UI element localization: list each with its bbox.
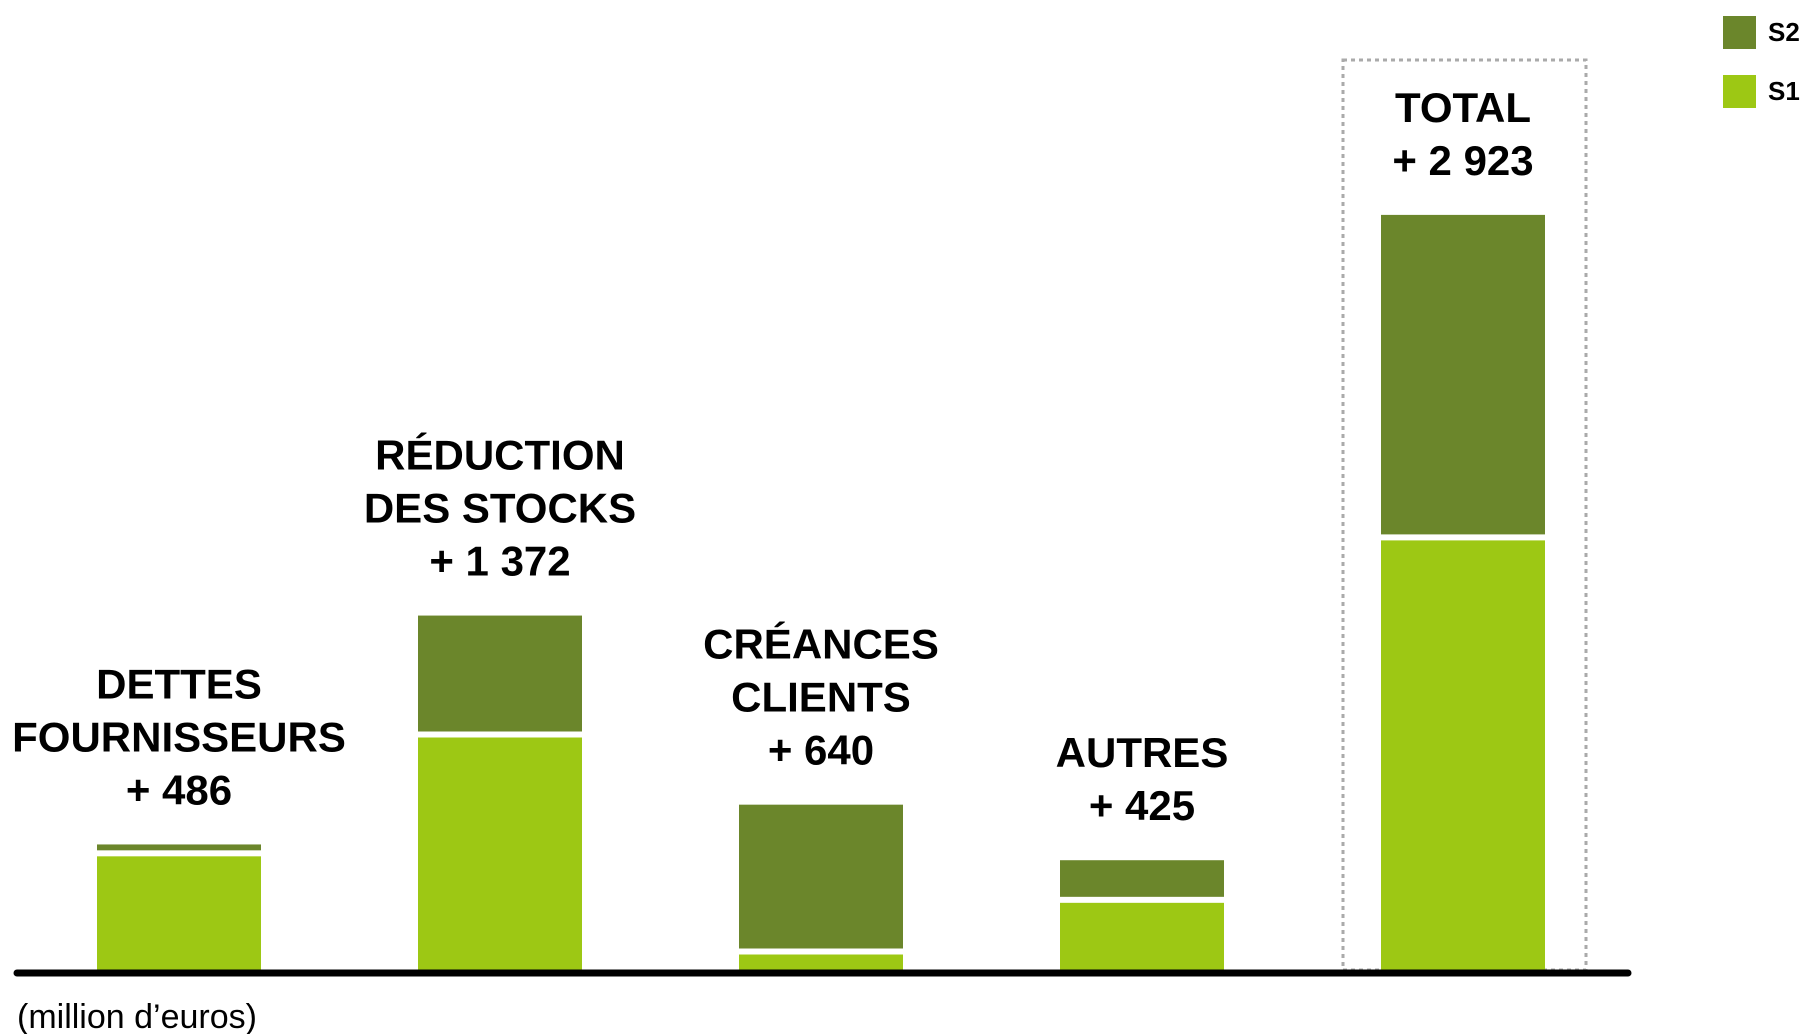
bar-segment [739,954,903,970]
bar-segment [1060,902,1224,970]
category-label: RÉDUCTION DES STOCKS [364,432,636,532]
bar-segment [418,615,582,732]
unit-note: (million d’euros) [17,998,257,1034]
bar-segment [418,737,582,970]
legend-label: S1 [1768,76,1800,106]
category-label: DETTES FOURNISSEURS [12,660,346,760]
bar-segment [739,804,903,949]
category-label: AUTRES [1056,729,1229,776]
legend-label: S2 [1768,17,1800,47]
bar-segment [97,844,261,851]
bar-segment [1381,214,1545,535]
category-label: CRÉANCES CLIENTS [703,621,939,721]
legend-swatch [1723,16,1756,49]
bar-segment [1381,540,1545,970]
value-label: + 486 [126,766,232,813]
value-label: + 2 923 [1392,137,1533,184]
legend-swatch [1723,75,1756,108]
value-label: + 640 [768,727,874,774]
bar-segment [97,856,261,970]
value-label: + 425 [1089,782,1195,829]
bar-segment [1060,860,1224,897]
category-label: TOTAL [1395,84,1531,131]
value-label: + 1 372 [429,538,570,585]
